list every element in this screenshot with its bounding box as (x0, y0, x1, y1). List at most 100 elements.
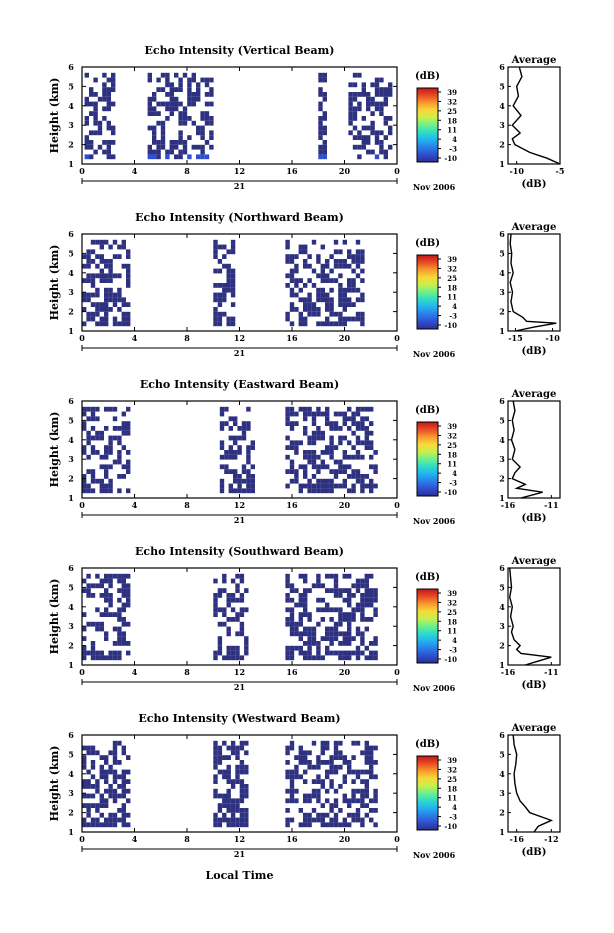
echo-cell (165, 92, 170, 97)
echo-cell (222, 612, 227, 617)
echo-cell (250, 478, 255, 484)
echo-cell (329, 278, 334, 283)
echo-cell (355, 411, 361, 417)
echo-cell (222, 244, 227, 250)
echo-cell (126, 263, 131, 269)
echo-cell (355, 426, 361, 431)
echo-cell (244, 641, 249, 646)
echo-cell (307, 254, 312, 259)
echo-cell (338, 464, 343, 470)
echo-cell (316, 307, 321, 312)
echo-cell (99, 774, 104, 780)
echo-cell (209, 130, 214, 136)
echo-cell (289, 588, 295, 593)
echo-cell (224, 469, 229, 474)
echo-cell (360, 259, 365, 264)
echo-cell (307, 655, 312, 661)
echo-cell (347, 621, 352, 627)
echo-cell (303, 817, 308, 823)
echo-cell (228, 416, 233, 422)
echo-cell (329, 617, 334, 622)
echo-cell (357, 130, 362, 136)
echo-cell (244, 764, 249, 770)
echo-cell (112, 655, 118, 661)
echo-cell (233, 450, 238, 455)
echo-cell (322, 149, 327, 155)
echo-cell (388, 82, 393, 88)
echo-cell (108, 287, 113, 293)
echo-cell (117, 307, 122, 312)
echo-cell (95, 750, 100, 756)
echo-cell (342, 636, 347, 641)
echo-cell (196, 130, 201, 136)
colorbar-tick-label: 39 (447, 88, 457, 97)
echo-cell (226, 769, 231, 775)
y-axis-label: Height (km) (48, 746, 61, 822)
echo-cell (289, 631, 295, 637)
colorbar-tick-label: -10 (444, 321, 457, 330)
x-tick-label: 0 (79, 667, 85, 677)
echo-cell (239, 593, 245, 598)
echo-cell (108, 244, 113, 250)
echo-cell (178, 111, 183, 116)
echo-cell (303, 416, 308, 422)
colorbar-tick-label: 25 (447, 107, 457, 116)
echo-cell (289, 287, 295, 293)
echo-cell (241, 478, 247, 484)
echo-cell (117, 292, 122, 298)
echo-cell (239, 621, 245, 627)
echo-cell (219, 426, 225, 431)
echo-cell (82, 321, 87, 327)
echo-cell (108, 784, 113, 789)
date-label: Nov 2006 (413, 349, 456, 359)
echo-cell (112, 745, 118, 751)
echo-cell (82, 450, 87, 455)
echo-cell (383, 149, 388, 155)
echo-cell (104, 769, 109, 775)
echo-cell (95, 263, 100, 269)
echo-cell (90, 655, 96, 661)
echo-cell (111, 87, 116, 92)
echo-cell (369, 478, 374, 484)
echo-cell (104, 798, 109, 804)
echo-cell (217, 283, 223, 288)
echo-cell (84, 154, 89, 160)
echo-cell (355, 769, 361, 775)
echo-cell (82, 254, 87, 259)
echo-cell (95, 817, 100, 823)
panel-title: Echo Intensity (Southward Beam) (135, 545, 344, 558)
echo-cell (320, 812, 325, 818)
echo-cell (226, 764, 231, 770)
echo-cell (95, 416, 100, 422)
colorbar-unit: (dB) (415, 572, 440, 583)
echo-cell (338, 588, 343, 593)
echo-cell (90, 426, 96, 431)
echo-cell (82, 636, 87, 641)
echo-cell (97, 144, 103, 150)
echo-cell (342, 316, 347, 322)
echo-cell (156, 144, 161, 150)
echo-cell (373, 745, 378, 751)
echo-cell (95, 583, 100, 589)
echo-cell (325, 645, 330, 651)
echo-cell (246, 406, 251, 412)
echo-cell (230, 316, 236, 322)
echo-cell (370, 101, 375, 107)
echo-cell (82, 645, 87, 651)
x-tick-label: 0 (394, 333, 400, 343)
echo-cell (230, 597, 236, 603)
echo-cell (99, 268, 104, 274)
echo-cell (355, 650, 361, 656)
echo-cell (204, 140, 210, 145)
echo-cell (338, 822, 343, 828)
echo-cell (338, 292, 343, 298)
echo-cell (352, 111, 358, 116)
echo-cell (95, 311, 100, 317)
echo-cell (307, 311, 312, 317)
echo-cell (333, 469, 339, 474)
echo-cell (351, 469, 356, 474)
echo-cell (388, 125, 393, 131)
echo-cell (329, 631, 334, 637)
echo-cell (298, 617, 303, 622)
echo-cell (126, 798, 131, 804)
